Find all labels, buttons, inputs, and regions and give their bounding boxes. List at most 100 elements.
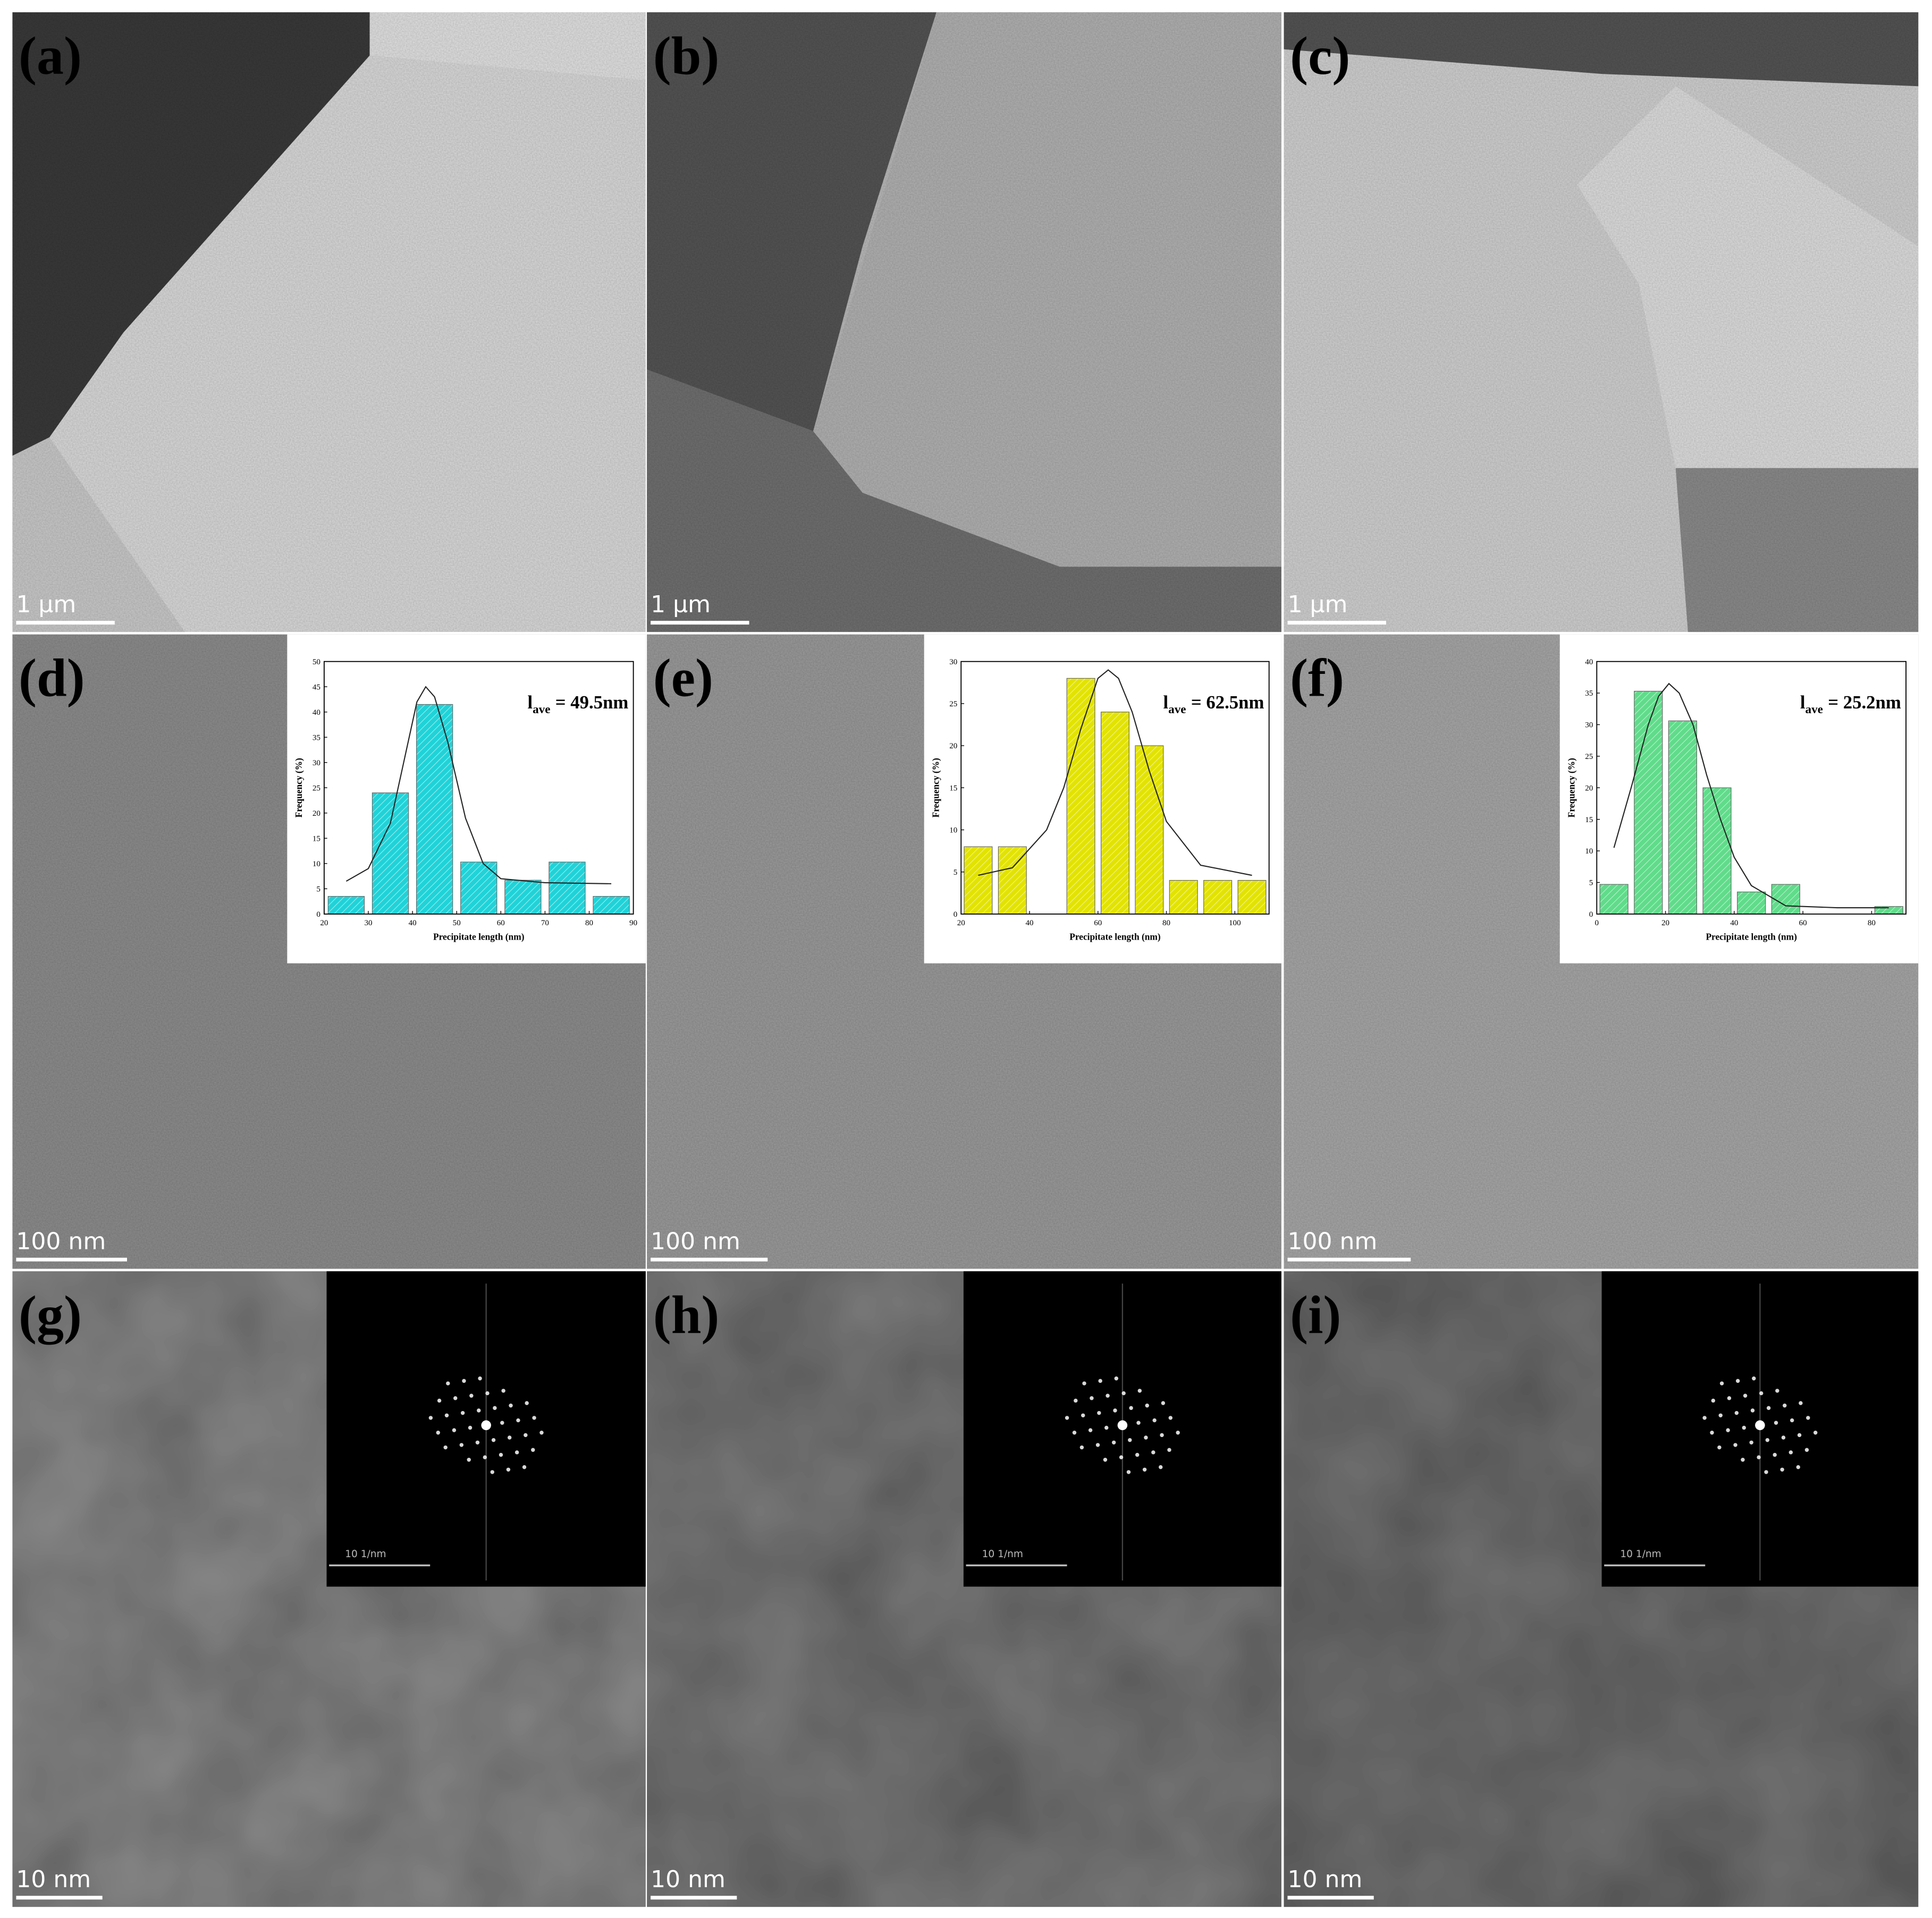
fft-spot (1097, 1410, 1101, 1415)
y-tick-label: 45 (313, 683, 320, 691)
fft-spot (460, 1410, 465, 1415)
fft-spot (532, 1416, 536, 1420)
x-axis-label: Precipitate length (nm) (1706, 932, 1797, 942)
y-tick-label: 5 (954, 868, 958, 877)
fft-spot (1780, 1467, 1784, 1472)
fft-spot (525, 1401, 529, 1405)
fft-spot (467, 1458, 471, 1462)
y-tick-label: 20 (313, 809, 320, 818)
fft-spot (531, 1448, 535, 1452)
bar (1135, 745, 1164, 915)
bar (327, 896, 365, 915)
fft-spot (1104, 1425, 1109, 1430)
scale-bar (651, 1896, 737, 1900)
micrograph-b (647, 12, 1281, 632)
fft-spot (1764, 1470, 1768, 1474)
fft-spot (1106, 1393, 1110, 1398)
y-tick-label: 30 (313, 759, 320, 767)
fft-spot (1742, 1425, 1746, 1430)
bar (1066, 678, 1095, 915)
y-axis-label: Frequency (%) (294, 758, 304, 817)
annotation: lave = 49.5nm (527, 692, 628, 716)
annotation-symbol: l (1163, 692, 1168, 713)
scale-bar-label: 1 μm (1287, 591, 1347, 618)
fft-spot (1065, 1416, 1069, 1420)
x-tick-label: 80 (1162, 919, 1170, 927)
scale-bar-label: 1 μm (651, 591, 711, 618)
x-tick-label: 60 (1799, 919, 1807, 927)
fft-spot (1145, 1404, 1149, 1408)
scale-bar (16, 621, 115, 625)
fft-spot (524, 1433, 528, 1438)
y-tick-label: 5 (1589, 879, 1593, 888)
bar (1737, 891, 1766, 915)
fft-spot (1144, 1435, 1148, 1440)
scale-bar-label: 10 nm (651, 1866, 725, 1893)
fft-spot (1142, 1467, 1147, 1472)
fft-spot (1796, 1465, 1800, 1469)
fft-spot (1759, 1391, 1764, 1396)
fft-spot (1727, 1396, 1732, 1400)
fft-spot (522, 1465, 527, 1469)
fft-spot (1726, 1428, 1730, 1432)
annotation-subscript: ave (1168, 703, 1186, 716)
fft-spot (1804, 1448, 1809, 1452)
x-tick-label: 20 (957, 919, 965, 927)
fft-spot (1126, 1470, 1131, 1474)
scale-bar-label: 100 nm (1287, 1228, 1377, 1255)
fft-spot (1799, 1401, 1803, 1405)
x-tick-label: 20 (320, 919, 328, 927)
fft-spot (1734, 1410, 1739, 1415)
fft-spot (1750, 1408, 1755, 1413)
bar (372, 792, 409, 915)
fft-spot (1773, 1452, 1777, 1457)
fft-spot (539, 1431, 544, 1435)
bar (964, 846, 993, 915)
fft-spot (446, 1381, 450, 1385)
fft-spot (1161, 1401, 1166, 1405)
fft-spot (1128, 1438, 1132, 1442)
fft-spot (516, 1418, 520, 1423)
y-tick-label: 25 (1585, 753, 1593, 761)
fft-spot (509, 1404, 513, 1408)
fft-spot (1757, 1455, 1761, 1459)
bar (1203, 880, 1233, 915)
fft-spot (1072, 1431, 1077, 1435)
fft-spot (483, 1455, 487, 1459)
fft-spot (1098, 1379, 1102, 1383)
scale-bar (1287, 621, 1386, 625)
fft-spot (501, 1389, 505, 1393)
fft-spot (1095, 1443, 1100, 1447)
histogram-inset: 0 5 10 15 20 25 30 35 40 0 20 40 60 80 Precipitate len… (1559, 634, 1919, 964)
x-axis-label: Precipitate length (nm) (1069, 932, 1161, 942)
fft-spot (1733, 1443, 1737, 1447)
y-axis-label: Frequency (%) (931, 758, 941, 817)
panel-label: (c) (1290, 26, 1350, 86)
fft-spot (1167, 1448, 1171, 1452)
fft-spot (1129, 1406, 1133, 1410)
fft-spot (1136, 1421, 1141, 1425)
y-tick-label: 35 (313, 733, 320, 742)
annotation-subscript: ave (533, 703, 550, 716)
fft-spot (1797, 1433, 1802, 1438)
fft-spot (1813, 1431, 1818, 1435)
fft-scale-label: 10 1/nm (982, 1549, 1023, 1560)
bar (1169, 880, 1198, 915)
fft-spot (1137, 1389, 1142, 1393)
fft-spot (1090, 1396, 1094, 1400)
y-axis-label: Frequency (%) (1567, 758, 1577, 817)
fft-spot (485, 1391, 490, 1396)
fft-spot (1749, 1440, 1753, 1444)
y-tick-label: 0 (954, 910, 958, 919)
fft-spot (499, 1452, 503, 1457)
annotation-text: = 49.5nm (555, 692, 629, 713)
y-tick-label: 15 (949, 784, 957, 792)
bar (593, 896, 630, 915)
fft-spot (500, 1421, 504, 1425)
x-tick-label: 40 (1730, 919, 1738, 927)
fft-spot (1159, 1465, 1163, 1469)
scale-bar (16, 1257, 127, 1262)
histogram-inset: 0 5 10 15 20 25 30 35 40 45 50 20 30 40 50 60 70 80 90 Prec… (287, 634, 646, 964)
